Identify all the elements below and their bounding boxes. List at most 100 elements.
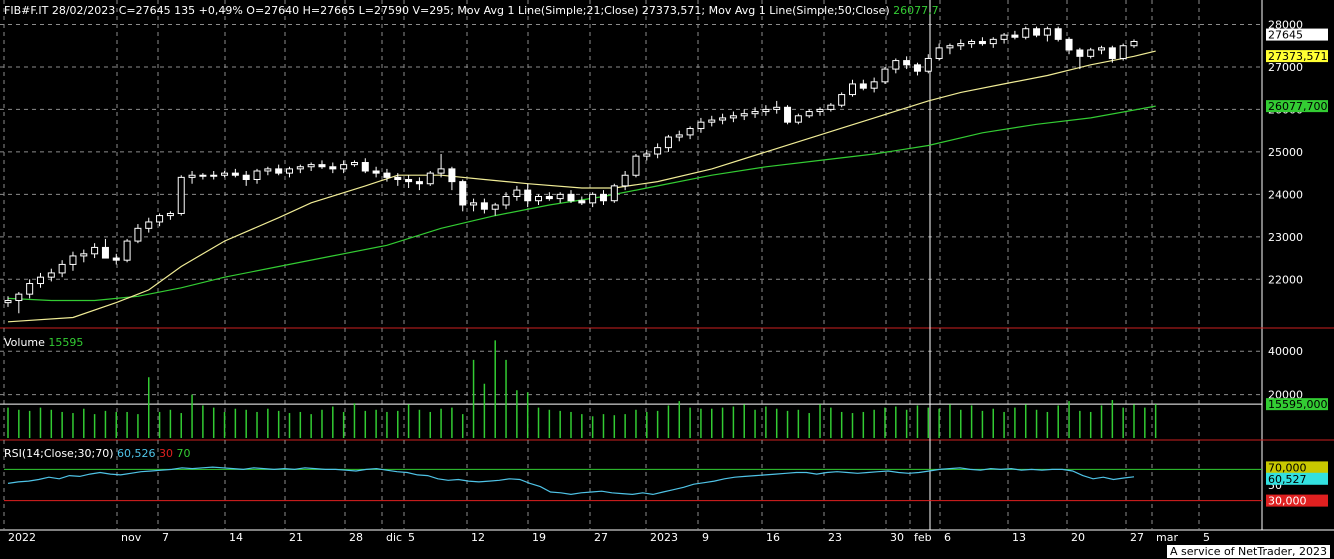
badge-rsi-lower-bg	[1266, 494, 1328, 507]
grid-lines	[0, 0, 1334, 531]
time-tick-label: mar	[1156, 531, 1178, 544]
candle-body	[1087, 49, 1095, 57]
candle-body	[513, 189, 521, 197]
candle-body	[26, 283, 34, 295]
candle-body	[773, 106, 781, 110]
candle-body	[253, 170, 261, 180]
rsi-lower: 30	[159, 447, 174, 460]
candle-body	[1130, 40, 1138, 47]
candlesticks	[4, 26, 1138, 314]
candle-body	[448, 168, 456, 183]
candle-body	[221, 172, 229, 176]
time-tick-label: 5	[408, 531, 415, 544]
badge-last-price: 27645	[1268, 29, 1303, 42]
candle-body	[892, 60, 900, 70]
badge-volume-bg	[1266, 398, 1328, 411]
ma21-line	[7, 50, 1156, 323]
candle-body	[838, 94, 846, 106]
value-badges: 27645 27373,571 26077,700 15595,000 70,00060…	[1266, 28, 1328, 508]
time-tick-label: 2023	[650, 531, 678, 544]
candle-body	[275, 168, 283, 174]
time-tick-label: 27	[594, 531, 608, 544]
candle-body	[91, 246, 99, 255]
candle-body	[589, 193, 597, 204]
time-tick-label: 9	[702, 531, 709, 544]
ma50-line	[7, 105, 1156, 302]
badge-rsi-upper-bg	[1266, 461, 1328, 474]
candle-body	[242, 174, 250, 180]
candle-body	[816, 108, 824, 113]
volume-value: 15595	[48, 336, 84, 349]
candle-body	[36, 276, 44, 285]
candle-body	[1108, 47, 1116, 59]
candle-body	[15, 293, 23, 302]
chart-header: FIB#F.IT 28/02/2023 C=27645 135 +0,49% O…	[4, 4, 939, 17]
candle-body	[1065, 38, 1073, 51]
candle-body	[1076, 49, 1084, 57]
candle-body	[935, 47, 943, 59]
time-tick-label: 16	[766, 531, 780, 544]
candle-body	[340, 164, 348, 170]
candle-body	[686, 128, 694, 136]
badge-ma50: 26077,700	[1268, 100, 1328, 113]
candle-body	[578, 200, 586, 204]
candle-body	[318, 164, 326, 168]
candle-body	[502, 195, 510, 206]
candle-body	[556, 193, 564, 200]
header-symbol-line: FIB#F.IT 28/02/2023 C=27645 135 +0,49% O…	[4, 4, 890, 17]
candle-body	[437, 168, 445, 174]
candle-body	[859, 83, 867, 89]
candle-body	[361, 162, 369, 172]
time-tick-label: 28	[349, 531, 363, 544]
price-tick-label: 23000	[1268, 231, 1303, 244]
time-tick-label: 20	[1071, 531, 1085, 544]
candle-body	[329, 166, 337, 170]
time-tick-label: 30	[890, 531, 904, 544]
candle-body	[1098, 47, 1106, 51]
candle-body	[524, 189, 532, 202]
candle-body	[1011, 34, 1019, 38]
volume-tick-label: 40000	[1268, 345, 1303, 358]
candle-body	[123, 240, 131, 261]
candle-body	[491, 204, 499, 210]
candle-body	[459, 181, 467, 206]
candle-body	[426, 172, 434, 185]
volume-header: Volume 15595	[4, 336, 83, 349]
candle-body	[643, 153, 651, 157]
candle-body	[415, 181, 423, 185]
candle-body	[1022, 28, 1030, 38]
candle-body	[145, 221, 153, 229]
time-tick-label: nov	[121, 531, 142, 544]
candle-body	[978, 40, 986, 45]
time-tick-label: 2022	[8, 531, 36, 544]
candle-body	[740, 113, 748, 117]
candle-body	[827, 104, 835, 110]
candle-body	[621, 174, 629, 187]
candle-body	[210, 174, 218, 177]
candle-body	[968, 40, 976, 45]
rsi-header: RSI(14;Close;30;70) 60,526 30 70	[4, 447, 191, 460]
badge-last-price-bg	[1266, 28, 1328, 41]
badge-volume: 15595,000	[1268, 398, 1328, 411]
candle-body	[654, 147, 662, 155]
time-tick-label: 23	[828, 531, 842, 544]
ma50-path	[7, 105, 1156, 302]
candle-body	[394, 176, 402, 180]
badge-rsi-upper: 70,000	[1268, 461, 1307, 474]
candle-body	[405, 178, 413, 183]
candle-body	[719, 117, 727, 121]
candle-body	[101, 246, 109, 259]
badge-ma21: 27373,571	[1268, 50, 1328, 63]
time-tick-label: 19	[532, 531, 546, 544]
candle-body	[881, 68, 889, 83]
candle-body	[1054, 28, 1062, 40]
time-tick-label: 5	[1203, 531, 1210, 544]
candle-body	[610, 185, 618, 202]
candle-body	[664, 136, 672, 149]
price-tick-label: 25000	[1268, 146, 1303, 159]
candle-body	[913, 64, 921, 72]
candle-body	[1000, 34, 1008, 40]
candle-body	[794, 115, 802, 123]
header-ma50-value: 26077,7	[893, 4, 939, 17]
candle-body	[751, 111, 759, 115]
